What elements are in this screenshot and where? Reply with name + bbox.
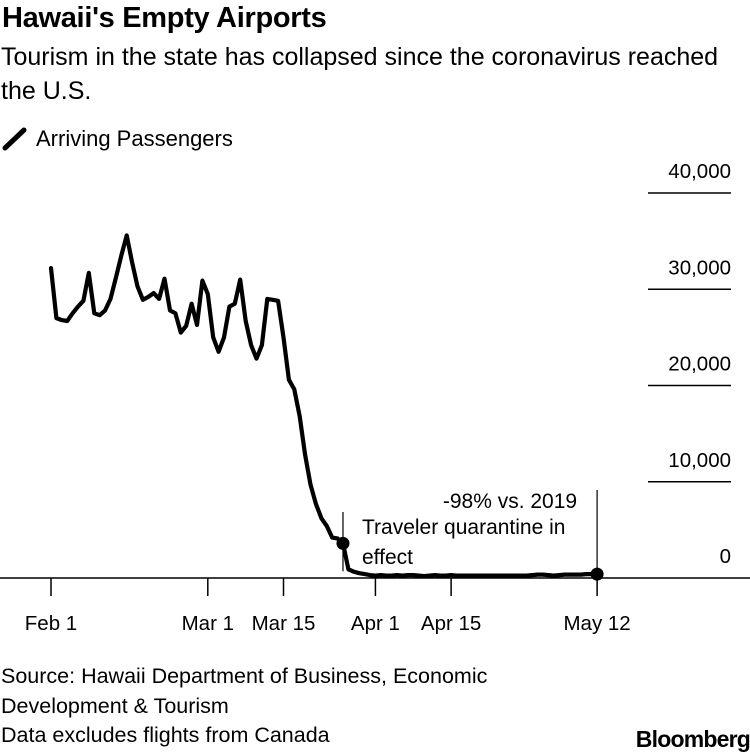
annotation-decline-text: -98% vs. 2019 <box>443 490 577 513</box>
annotation-marker-dot <box>590 567 604 581</box>
x-tick-label: Mar 15 <box>252 612 316 635</box>
annotation-marker-dot <box>336 536 350 550</box>
x-tick-label: Feb 1 <box>25 612 77 635</box>
y-tick-label: 20,000 <box>668 353 731 376</box>
y-tick-label: 10,000 <box>668 449 731 472</box>
series-line-arriving-passengers <box>48 233 600 579</box>
bloomberg-logo: Bloomberg <box>635 726 750 752</box>
legend-line-icon <box>2 127 27 151</box>
x-axis: Feb 1 Mar 1 Mar 15 Apr 1 Apr 15 May 12 <box>0 577 750 635</box>
source-line: Source: Hawaii Department of Business, E… <box>1 664 488 688</box>
x-tick-label: Apr 1 <box>351 612 400 635</box>
source-note: Source: Hawaii Department of Business, E… <box>1 662 487 751</box>
legend-label: Arriving Passengers <box>36 126 233 151</box>
x-tick-label: Apr 15 <box>421 612 481 635</box>
annotation-quarantine-text: Traveler quarantine in <box>362 516 566 539</box>
chart-series <box>48 233 604 581</box>
chart-annotations: Traveler quarantine in effect -98% vs. 201… <box>342 490 598 575</box>
y-tick-label: 0 <box>720 545 731 568</box>
page-subtitle: Tourism in the state has collapsed since… <box>1 43 719 105</box>
chart-legend: Arriving Passengers <box>2 126 233 152</box>
data-note: Data excludes flights from Canada <box>1 723 330 747</box>
annotation-quarantine-text: effect <box>362 546 413 569</box>
x-tick-label: May 12 <box>563 612 630 635</box>
page-title: Hawaii's Empty Airports <box>2 2 327 34</box>
source-line: Development & Tourism <box>1 693 229 718</box>
y-tick-label: 30,000 <box>668 256 731 279</box>
x-tick-label: Mar 1 <box>182 612 234 635</box>
y-axis: 0 10,000 20,000 30,000 40,000 <box>648 160 731 568</box>
y-tick-label: 40,000 <box>668 160 731 183</box>
